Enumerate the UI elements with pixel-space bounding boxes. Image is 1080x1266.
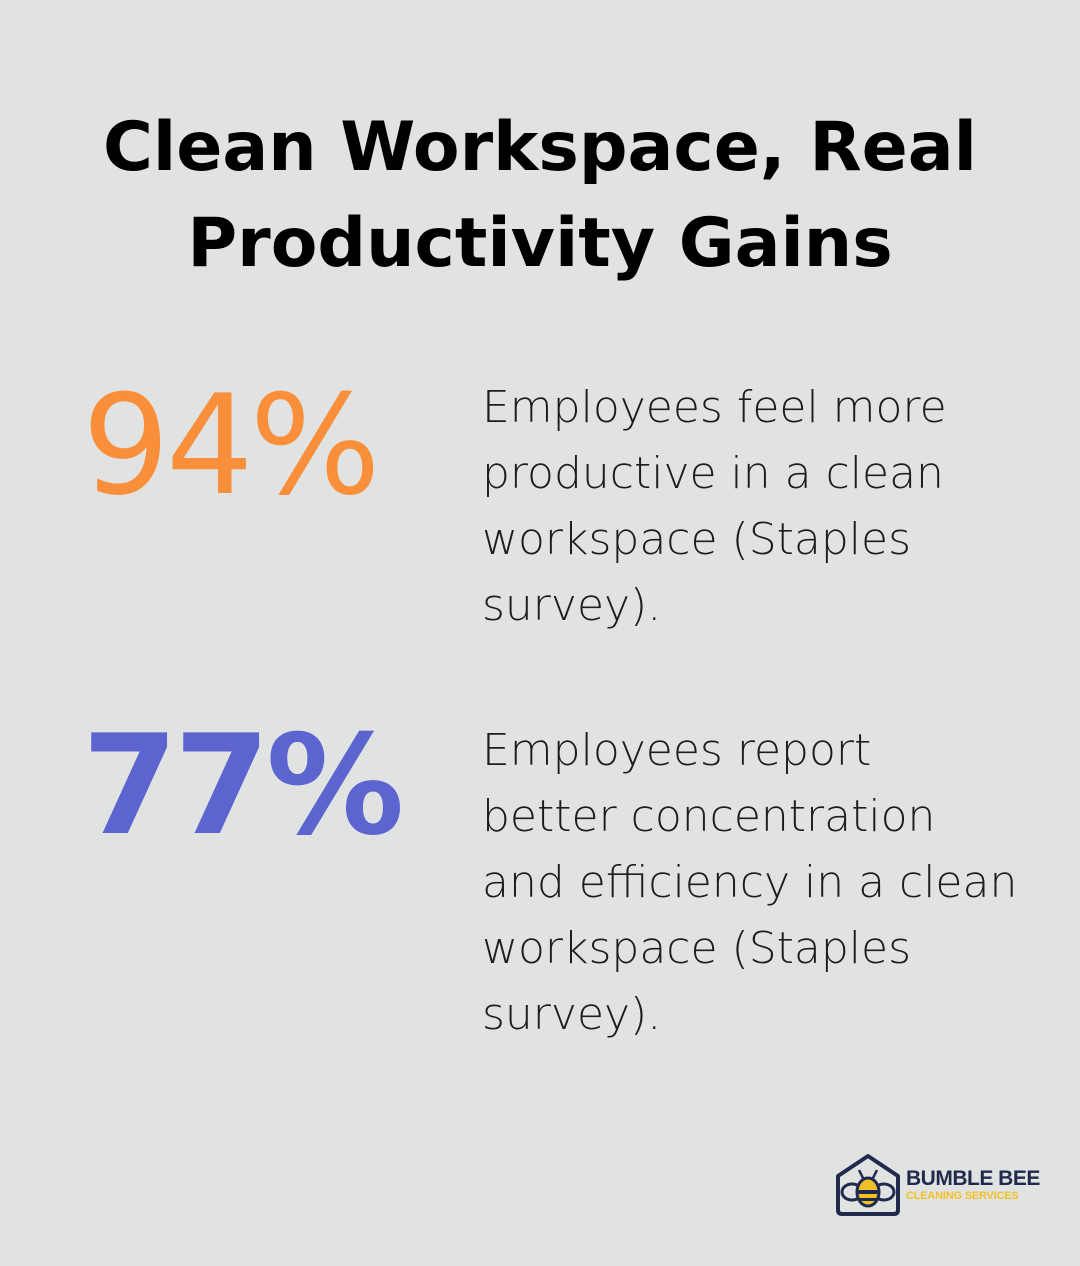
bee-house-icon [836, 1154, 900, 1216]
brand-logo: BUMBLE BEE CLEANING SERVICES [832, 1152, 1040, 1218]
brand-tagline: CLEANING SERVICES [906, 1190, 1019, 1202]
brand-name: BUMBLE BEE [906, 1167, 1040, 1190]
stat-description-94: Employees feel more productive in a clea… [482, 382, 947, 631]
title-line-1: Clean Workspace, Real [102, 108, 977, 187]
page-title: Clean Workspace, Real Productivity Gains [0, 100, 1080, 292]
stat-value-77: 77% [82, 705, 404, 866]
stat-value-94: 94% [82, 365, 381, 526]
stat-description-77: Employees report better concentration an… [482, 725, 1018, 1040]
title-line-2: Productivity Gains [187, 204, 893, 283]
